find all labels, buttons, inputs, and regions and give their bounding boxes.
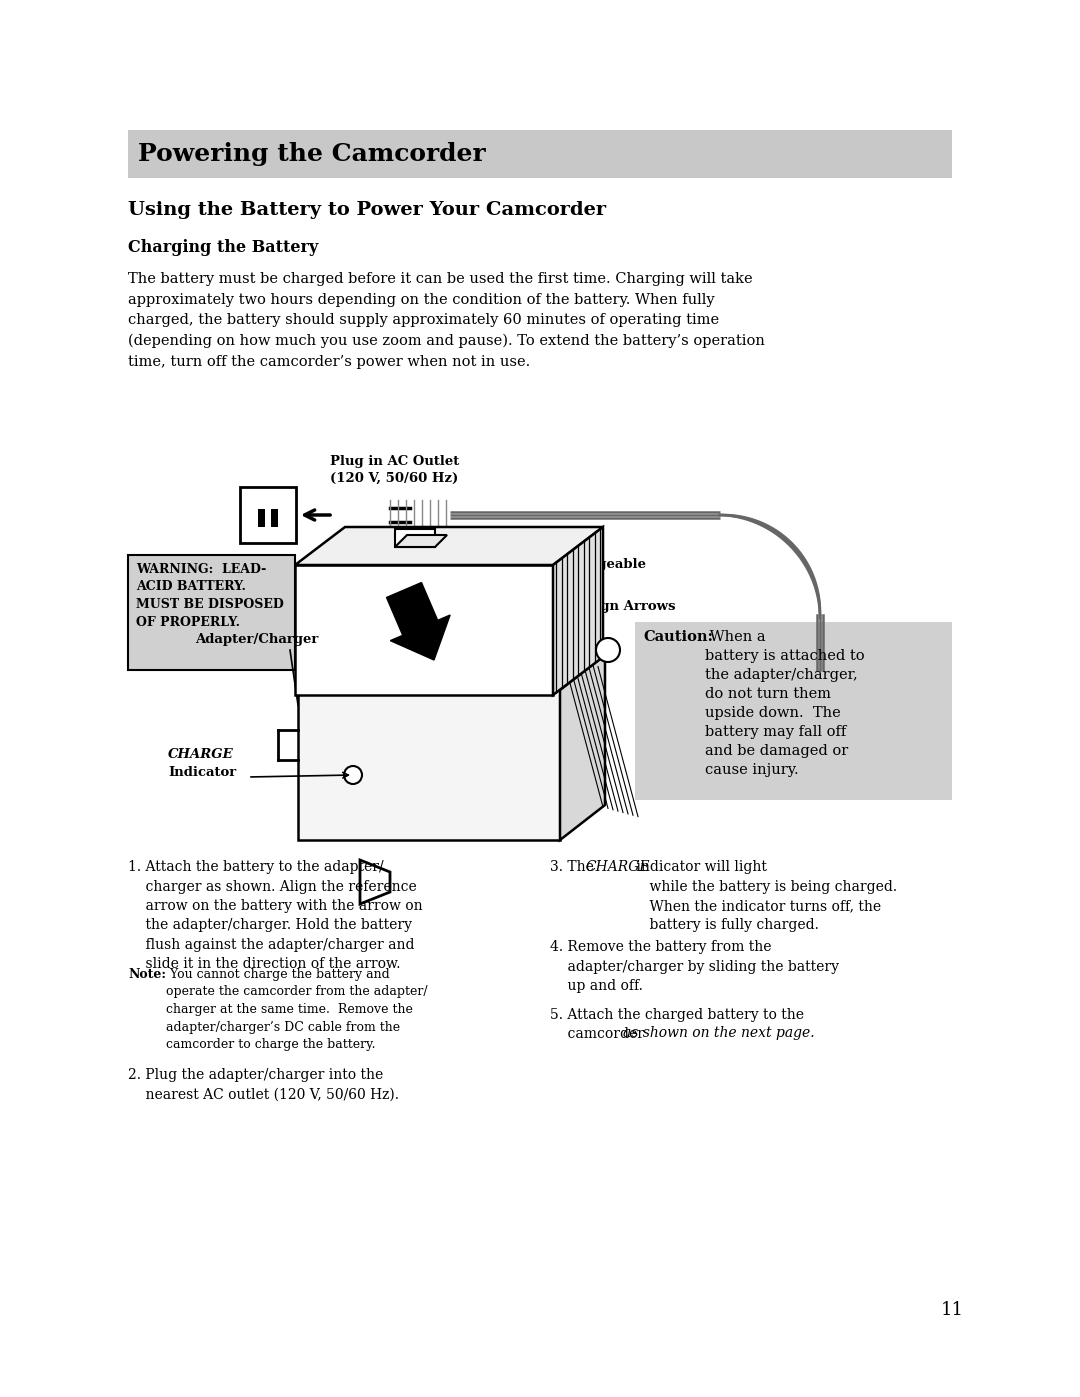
Text: Plug in AC Outlet: Plug in AC Outlet [330,455,459,468]
Text: Rechargeable
Battery: Rechargeable Battery [545,557,646,588]
Text: (120 V, 50/60 Hz): (120 V, 50/60 Hz) [330,472,458,485]
Bar [129,130,951,177]
Text: Charging the Battery: Charging the Battery [129,239,319,257]
Polygon shape [298,690,561,840]
Polygon shape [553,527,603,694]
FancyArrow shape [387,583,450,659]
Text: When a
battery is attached to
the adapter/charger,
do not turn them
upside down.: When a battery is attached to the adapte… [705,630,865,777]
Bar [271,509,278,527]
Text: Indicator: Indicator [168,766,237,778]
Text: Adapter/Charger: Adapter/Charger [195,633,319,647]
Text: You cannot charge the battery and
operate the camcorder from the adapter/
charge: You cannot charge the battery and operat… [166,968,428,1051]
Text: 5. Attach the charged battery to the
    camcorder: 5. Attach the charged battery to the cam… [550,1009,804,1042]
Text: as shown on the next page.: as shown on the next page. [623,1025,814,1039]
Text: Hold Battery
Flush and
Slide Down: Hold Battery Flush and Slide Down [355,563,450,610]
Text: Powering the Camcorder: Powering the Camcorder [138,142,486,166]
Bar [635,622,951,800]
Text: CHARGE: CHARGE [585,861,649,875]
Polygon shape [295,564,553,694]
Bar [129,555,295,671]
Polygon shape [298,655,605,690]
Text: Align Arrows: Align Arrows [580,599,675,613]
Text: Using the Battery to Power Your Camcorder: Using the Battery to Power Your Camcorde… [129,201,606,219]
Text: 3. The: 3. The [550,861,598,875]
Text: Note:: Note: [129,968,166,981]
Bar [240,488,296,543]
Text: indicator will light
    while the battery is being charged.
    When the indica: indicator will light while the battery i… [632,861,897,933]
Text: WARNING:  LEAD-
ACID BATTERY.
MUST BE DISPOSED
OF PROPERLY.: WARNING: LEAD- ACID BATTERY. MUST BE DIS… [136,563,284,629]
Text: 4. Remove the battery from the
    adapter/charger by sliding the battery
    up: 4. Remove the battery from the adapter/c… [550,940,839,993]
Polygon shape [360,861,390,904]
Bar [258,509,265,527]
Bar [395,529,435,548]
Circle shape [345,766,362,784]
Text: 1. Attach the battery to the adapter/
    charger as shown. Align the reference
: 1. Attach the battery to the adapter/ ch… [129,861,422,971]
Text: The battery must be charged before it can be used the first time. Charging will : The battery must be charged before it ca… [129,272,765,369]
Polygon shape [295,527,603,564]
Text: 11: 11 [941,1301,963,1319]
Polygon shape [395,535,447,548]
Circle shape [596,638,620,662]
Polygon shape [561,655,605,840]
Text: Caution:: Caution: [643,630,713,644]
Text: CHARGE: CHARGE [168,749,233,761]
Text: 2. Plug the adapter/charger into the
    nearest AC outlet (120 V, 50/60 Hz).: 2. Plug the adapter/charger into the nea… [129,1067,399,1101]
